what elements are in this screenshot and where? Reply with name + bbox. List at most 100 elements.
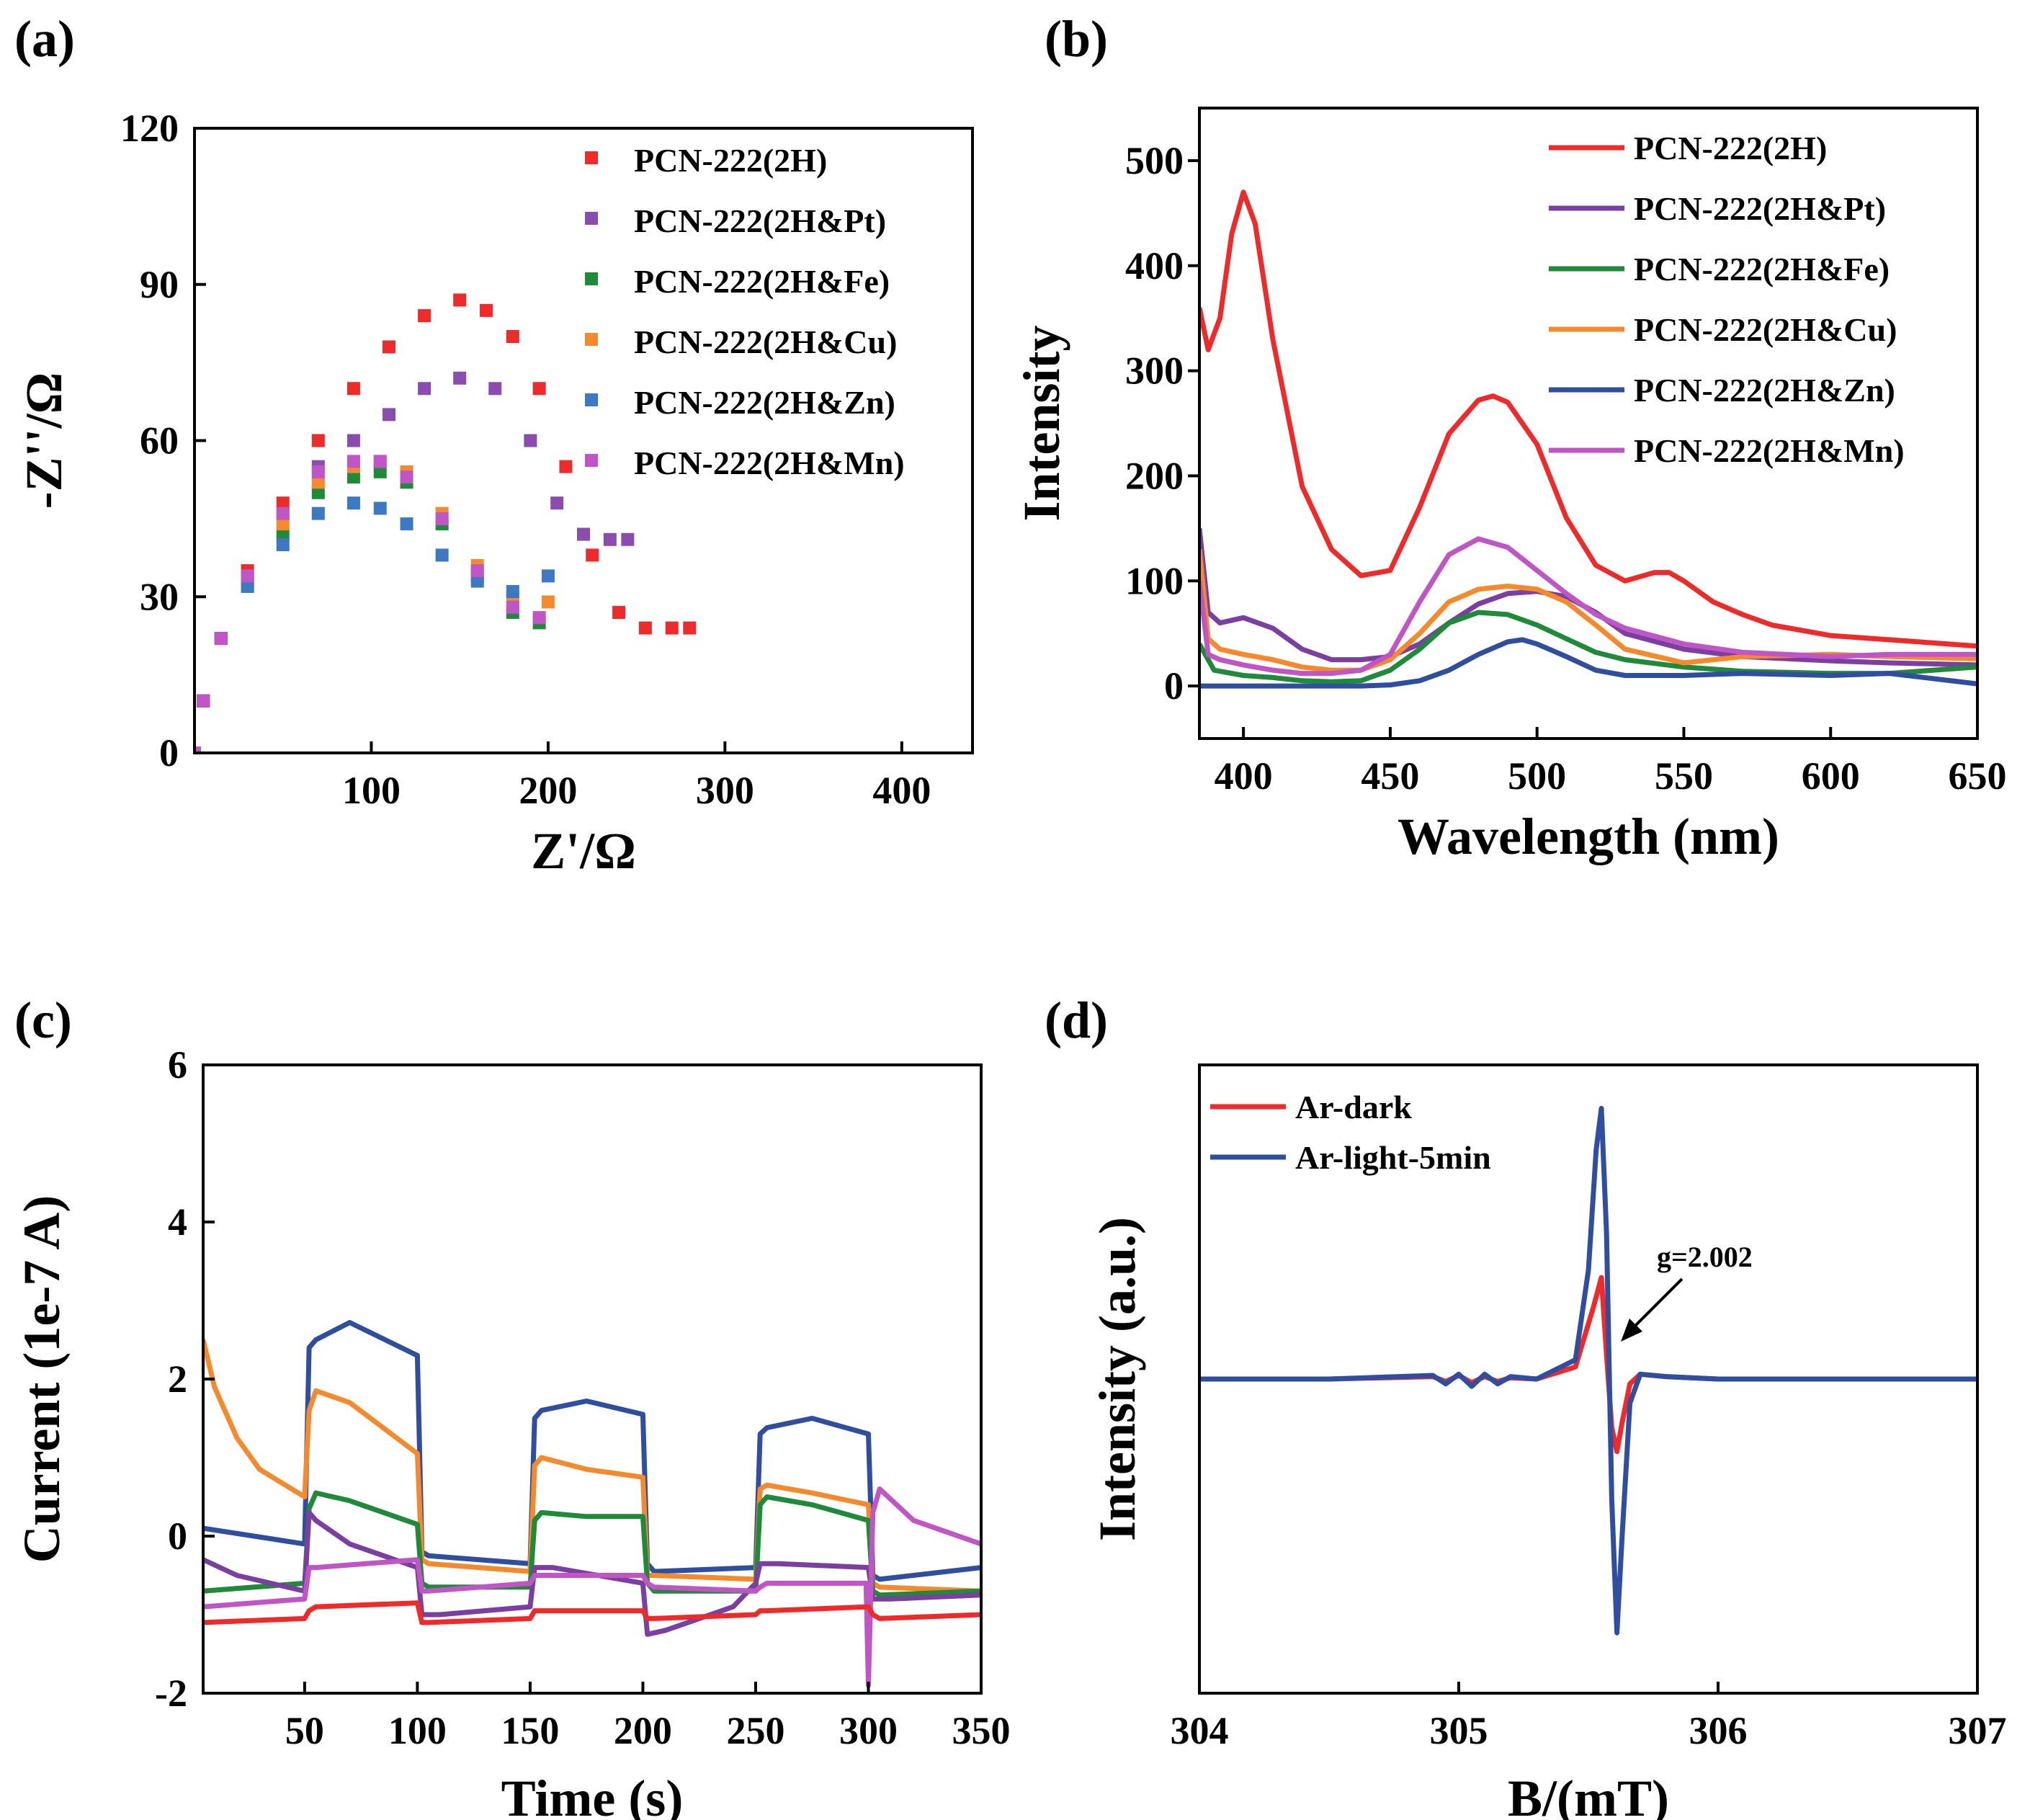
legend-label: PCN-222(2H&Cu) [634, 324, 897, 360]
data-point [214, 632, 228, 646]
y-tick-label: 2 [168, 1357, 187, 1401]
legend-label: Ar-dark [1295, 1089, 1412, 1125]
data-point [453, 371, 467, 385]
data-point [311, 465, 325, 478]
legend-label: Ar-light-5min [1295, 1139, 1491, 1176]
x-tick-label: 250 [726, 1709, 784, 1752]
data-point [603, 532, 617, 546]
data-point [577, 527, 590, 541]
arrow-head [1621, 1319, 1642, 1342]
x-tick-label: 304 [1171, 1709, 1229, 1752]
legend-label: PCN-222(2H) [1634, 130, 1827, 166]
data-point [532, 382, 546, 396]
annotation-arrow [1628, 1277, 1684, 1333]
data-point [418, 382, 432, 396]
data-point [346, 470, 360, 484]
legend-label: PCN-222(2H&Fe) [634, 263, 890, 300]
data-point [241, 579, 254, 593]
y-axis-title: Current (1e-7 A) [13, 1195, 71, 1563]
data-point [506, 600, 519, 614]
data-point [241, 569, 254, 583]
data-point [621, 532, 635, 546]
data-point [194, 746, 201, 753]
y-axis-title: Intensity [1013, 325, 1070, 521]
x-tick-label: 306 [1689, 1709, 1748, 1752]
x-tick-label: 500 [1508, 754, 1566, 798]
data-point [373, 455, 387, 468]
data-point [373, 501, 387, 515]
y-tick-label: 4 [168, 1200, 187, 1244]
data-point [541, 569, 555, 583]
x-tick-label: 150 [501, 1709, 559, 1752]
y-tick-label: 200 [1125, 454, 1184, 497]
y-tick-label: 0 [159, 731, 179, 775]
data-point [612, 605, 626, 619]
data-point [276, 507, 290, 520]
y-tick-label: 90 [140, 263, 179, 306]
x-tick-label: 350 [952, 1709, 1011, 1752]
data-point [276, 538, 290, 551]
data-point [276, 496, 290, 510]
legend-label: PCN-222(2H&Cu) [1634, 311, 1897, 348]
data-point [276, 517, 290, 531]
g-factor-annotation: g=2.002 [1657, 1241, 1753, 1273]
x-tick-label: 200 [519, 769, 577, 812]
series-line-0 [1199, 1275, 1977, 1455]
x-tick-label: 300 [839, 1709, 898, 1752]
series-line-1 [1199, 527, 1977, 668]
data-point [524, 434, 537, 447]
panel-label: (b) [1045, 10, 1108, 68]
y-tick-label: 120 [120, 107, 179, 150]
data-point [683, 621, 697, 635]
legend-label: PCN-222(2H&Pt) [1634, 190, 1886, 227]
data-point [373, 465, 387, 478]
series-line-0 [203, 1320, 981, 1582]
plot-frame [1198, 1063, 1979, 1695]
y-tick-label: 0 [168, 1515, 187, 1558]
data-point [346, 382, 360, 396]
x-tick-label: 50 [285, 1709, 324, 1752]
data-point [470, 574, 484, 588]
panel-label: (a) [14, 10, 75, 68]
series-line-2 [203, 1490, 981, 1598]
data-point [559, 460, 573, 473]
data-point [383, 340, 395, 354]
legend-label: PCN-222(2H&Fe) [1634, 251, 1890, 287]
x-tick-label: 100 [388, 1709, 447, 1752]
plot-area [194, 293, 697, 753]
x-axis-title: Z'/Ω [531, 822, 636, 880]
data-point [638, 621, 652, 635]
legend-label: PCN-222(2H&Mn) [1634, 432, 1905, 469]
y-tick-label: -2 [155, 1672, 187, 1715]
panel-label: (d) [1045, 991, 1108, 1049]
x-axis-title: Wavelength (nm) [1398, 808, 1779, 865]
data-point [311, 486, 325, 499]
y-tick-label: 500 [1125, 139, 1184, 182]
legend-marker [585, 272, 598, 285]
legend-marker [585, 333, 598, 346]
y-axis-title: Intensity (a.u.) [1088, 1217, 1146, 1541]
series-line-4 [1199, 637, 1977, 689]
data-point [346, 455, 360, 468]
data-point [311, 476, 325, 489]
y-tick-label: 100 [1125, 559, 1184, 602]
legend-label: PCN-222(2H&Zn) [1634, 372, 1895, 409]
data-point [197, 694, 210, 708]
panel-c-current-chart: (c) 50 100 150 200 250 300 350 -2 0 2 4 6 Time (s) Cur… [13, 991, 1011, 1820]
legend-label: PCN-222(2H&Pt) [634, 202, 886, 239]
data-point [276, 527, 290, 541]
series-line-3 [203, 1509, 981, 1637]
plot-area [203, 1320, 981, 1688]
panel-label: (c) [14, 991, 72, 1049]
data-point [550, 496, 564, 510]
x-tick-label: 100 [342, 769, 401, 812]
plot-frame [1198, 107, 1979, 740]
x-tick-label: 305 [1430, 1709, 1488, 1752]
legend-marker [585, 393, 598, 406]
data-point [400, 517, 413, 531]
panel-a-impedance-chart: (a) 100 200 300 400 0 30 60 90 120 Z'/Ω -Z''/Ω PCN-2… [14, 10, 974, 880]
data-point [346, 434, 360, 447]
x-tick-label: 450 [1361, 754, 1419, 798]
data-point [506, 330, 519, 343]
